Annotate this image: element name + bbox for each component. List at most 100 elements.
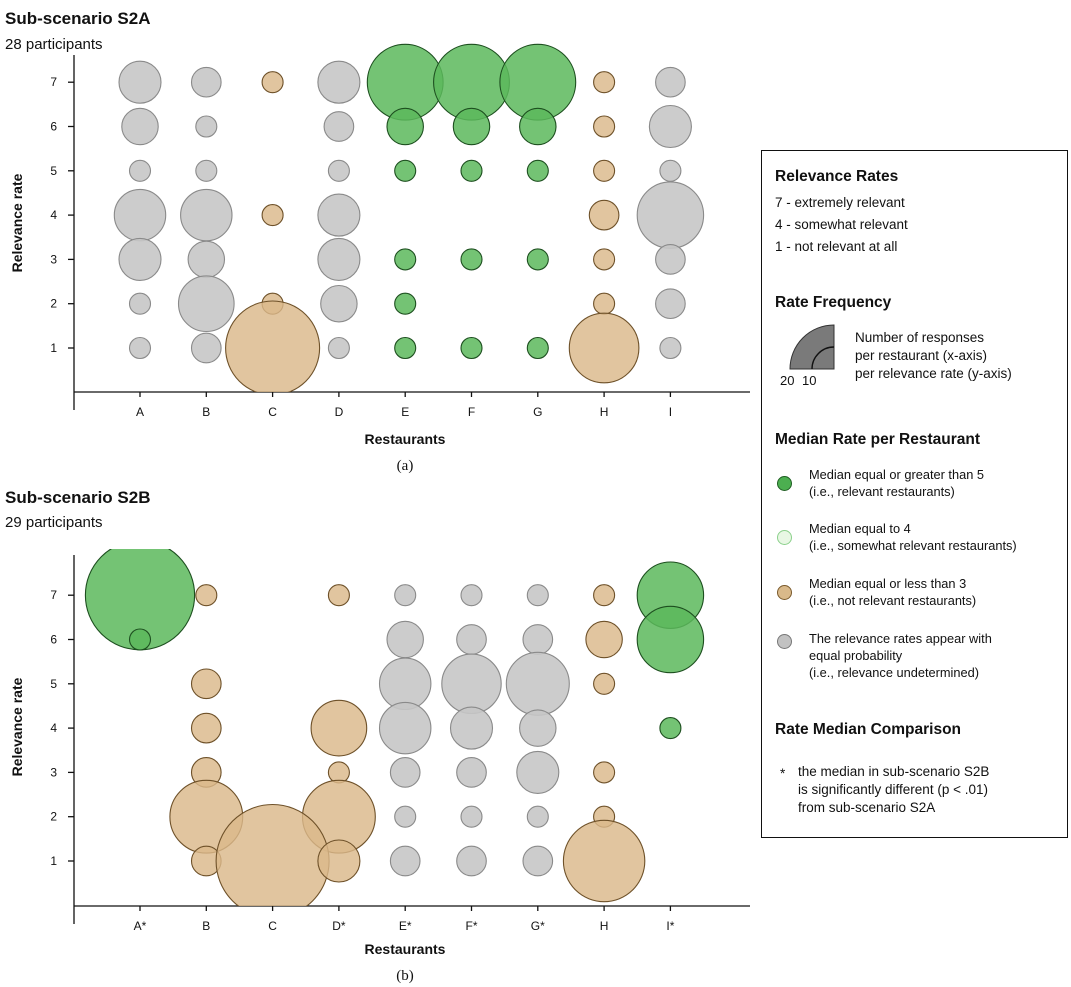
panel-b-subtitle: 29 participants — [5, 514, 103, 531]
bubble-G-rate-6 — [519, 107, 557, 146]
panel-b-xtick-label: F* — [466, 919, 478, 933]
bubble-B-rate-4 — [190, 712, 222, 744]
bubble-B-rate-4 — [180, 188, 233, 242]
median-tan-swatch-icon — [777, 585, 792, 600]
bubble-E-rate-1 — [389, 845, 421, 877]
panel-a-caption: (a) — [397, 458, 414, 474]
legend-median-item-tan: Median equal or less than 3 (i.e., not r… — [775, 575, 1061, 615]
panel-a-ylabel: Relevance rate — [9, 173, 25, 272]
bubble-G-rate-1 — [526, 336, 549, 360]
bubble-E-rate-3 — [389, 757, 421, 788]
bubble-E-rate-7 — [394, 584, 417, 607]
bubble-H-rate-5 — [593, 672, 616, 695]
bubble-E-rate-5 — [378, 657, 432, 711]
bubble-F-rate-6 — [452, 107, 491, 146]
panel-b-xlabel: Restaurants — [365, 941, 446, 957]
bubble-H-rate-7 — [593, 71, 616, 94]
bubble-B-rate-7 — [190, 66, 222, 98]
bubble-E-rate-5 — [394, 159, 417, 182]
bubble-H-rate-7 — [593, 584, 616, 607]
bubble-A-rate-7 — [118, 60, 162, 104]
panel-a-xtick-label: H — [600, 405, 609, 419]
bubble-E-rate-4 — [378, 701, 432, 755]
bubble-G-rate-4 — [519, 709, 557, 747]
panel-a-xtick-label: I — [669, 405, 672, 419]
bubble-D-rate-5 — [327, 159, 350, 182]
frequency-label-20: 20 — [780, 373, 795, 388]
panel-b: Sub-scenario S2B 29 participants Relevan… — [5, 488, 750, 984]
bubble-E-rate-6 — [386, 107, 424, 146]
bubble-I-rate-2 — [655, 288, 686, 320]
panel-b-ylabel: Relevance rate — [9, 677, 25, 776]
bubble-E-rate-3 — [394, 248, 417, 271]
frequency-20-quarter-icon — [789, 324, 835, 370]
panel-b-xtick-label: I* — [666, 919, 674, 933]
panel-b-ytick-label: 7 — [50, 588, 57, 602]
bubble-E-rate-2 — [394, 805, 417, 828]
bubble-F-rate-1 — [460, 336, 483, 360]
bubble-B-rate-1 — [190, 332, 222, 364]
bubble-B-rate-7 — [195, 584, 218, 607]
bubble-H-rate-1 — [562, 819, 646, 903]
bubble-H-rate-5 — [593, 159, 616, 182]
bubble-A-rate-6 — [121, 107, 159, 146]
bubble-H-rate-4 — [588, 199, 620, 231]
panel-b-xtick-label: D* — [332, 919, 346, 933]
bubble-H-rate-1 — [568, 312, 640, 384]
median-light-green-swatch-icon — [777, 530, 792, 545]
legend-comparison-title: Rate Median Comparison — [775, 721, 962, 738]
bubble-D-rate-4 — [310, 699, 368, 757]
bubble-D-rate-2 — [320, 284, 358, 323]
bubble-B-rate-6 — [195, 115, 218, 138]
bubble-G-rate-3 — [526, 248, 549, 271]
bubble-D-rate-3 — [317, 237, 361, 281]
legend-relevance-line-4: 4 - somewhat relevant — [775, 217, 908, 232]
panel-a-xtick-label: D — [335, 405, 344, 419]
legend-median-item-green: Median equal or greater than 5 (i.e., re… — [775, 466, 1061, 506]
bubble-I-rate-5 — [659, 159, 682, 182]
bubble-A-rate-3 — [118, 237, 162, 281]
bubble-A-rate-1 — [128, 336, 152, 360]
bubble-F-rate-3 — [460, 248, 483, 271]
panel-a-ytick-label: 4 — [50, 208, 57, 222]
panel-b-title: Sub-scenario S2B — [5, 488, 151, 507]
panel-a-ytick-label: 1 — [50, 341, 57, 355]
panel-b-bubbles — [84, 549, 705, 906]
panel-b-ytick-label: 3 — [50, 765, 57, 779]
bubble-H-rate-3 — [593, 761, 616, 784]
legend-median-title: Median Rate per Restaurant — [775, 431, 980, 448]
panel-b-xtick-label: H — [600, 919, 609, 933]
bubble-C-rate-1 — [225, 300, 321, 392]
bubble-I-rate-3 — [655, 244, 686, 275]
bubble-B-rate-5 — [190, 668, 222, 700]
frequency-label-10: 10 — [802, 373, 817, 388]
bubble-D-rate-4 — [317, 193, 361, 237]
legend-median-item-text: Median equal or greater than 5 (i.e., re… — [809, 467, 985, 499]
bubble-D-rate-3 — [327, 761, 350, 784]
panel-a-bubbles — [113, 43, 705, 392]
legend-relevance-title: Relevance Rates — [775, 168, 899, 185]
legend-median-item-gray: The relevance rates appear with equal pr… — [775, 630, 1061, 690]
panel-b-xtick-label: E* — [399, 919, 412, 933]
panel-b-caption: (b) — [396, 968, 414, 984]
panel-b-ytick-label: 5 — [50, 677, 57, 691]
bubble-G-rate-7 — [526, 584, 549, 607]
bubble-D-rate-6 — [323, 111, 355, 142]
panel-a-ytick-label: 5 — [50, 164, 57, 178]
bubble-C-rate-4 — [261, 204, 284, 227]
panel-a-xtick-label: A — [136, 405, 144, 419]
bubble-E-rate-6 — [386, 620, 424, 659]
panel-a-ytick-label: 7 — [50, 75, 57, 89]
bubble-B-rate-2 — [177, 275, 235, 333]
bubble-A-rate-6 — [128, 628, 152, 651]
legend-relevance-line-1: 1 - not relevant at all — [775, 239, 898, 254]
panel-a: Sub-scenario S2A 28 participants Relevan… — [5, 9, 750, 474]
legend-frequency-title: Rate Frequency — [775, 294, 892, 311]
bubble-H-rate-3 — [593, 248, 616, 271]
frequency-10-quarter-icon — [811, 346, 835, 370]
bubble-H-rate-6 — [585, 620, 623, 659]
panel-a-plot-area: 1 2 3 4 5 6 7 A B C D E F G H I — [50, 43, 750, 419]
bubble-G-rate-3 — [516, 750, 560, 794]
bubble-D-rate-7 — [327, 584, 350, 607]
bubble-I-rate-4 — [636, 181, 705, 249]
